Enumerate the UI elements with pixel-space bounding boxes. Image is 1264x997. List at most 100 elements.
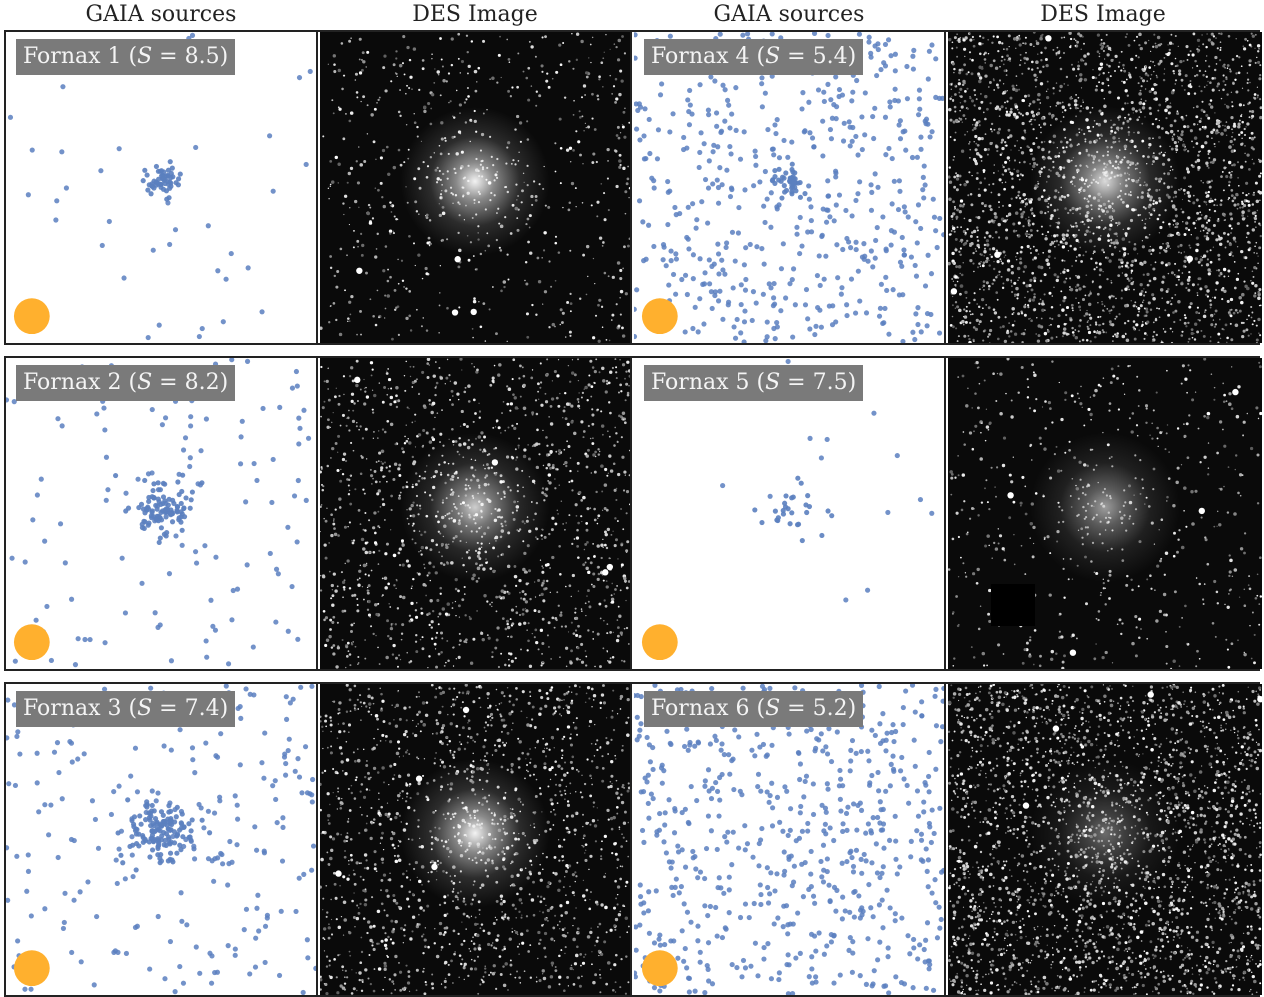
background-star <box>350 399 354 404</box>
background-star <box>598 954 600 957</box>
background-star <box>537 279 542 284</box>
gaia-source-point <box>913 219 919 225</box>
background-star <box>575 58 579 61</box>
background-star <box>590 777 593 779</box>
background-star <box>500 432 502 434</box>
background-star <box>495 938 499 942</box>
gaia-cluster-point <box>175 504 181 510</box>
background-star <box>584 858 588 863</box>
background-star <box>576 545 580 548</box>
background-star <box>398 473 402 477</box>
background-star <box>472 299 477 304</box>
background-star <box>578 490 582 495</box>
background-star <box>380 889 382 892</box>
background-star <box>408 86 411 90</box>
background-star <box>573 431 577 436</box>
background-star <box>341 87 344 91</box>
background-star <box>347 650 350 652</box>
background-star <box>603 834 607 839</box>
background-star <box>579 953 583 956</box>
background-star <box>586 541 589 544</box>
background-star <box>362 488 365 491</box>
background-star <box>358 71 363 75</box>
background-star <box>612 631 615 634</box>
background-star <box>418 923 421 926</box>
background-star <box>563 761 567 764</box>
background-star <box>514 929 516 932</box>
background-star <box>579 659 581 661</box>
background-star <box>571 359 574 361</box>
background-star <box>447 963 450 966</box>
background-star <box>396 740 401 744</box>
gaia-source-point <box>855 268 861 274</box>
gaia-source-point <box>197 970 203 976</box>
background-star <box>582 825 584 828</box>
background-star <box>475 370 479 374</box>
background-star <box>472 942 476 945</box>
background-star <box>422 890 425 893</box>
background-star <box>366 866 370 870</box>
background-star <box>436 598 440 602</box>
gaia-source-point <box>870 113 876 120</box>
background-star <box>508 711 512 716</box>
background-star <box>406 84 408 87</box>
gaia-source-point <box>844 312 850 319</box>
gaia-source-point <box>722 118 728 124</box>
background-star <box>353 797 357 800</box>
background-star <box>367 574 370 577</box>
background-star <box>497 665 501 669</box>
background-star <box>367 777 371 781</box>
background-star <box>373 107 377 111</box>
background-star <box>451 607 454 609</box>
background-star <box>367 710 370 713</box>
background-star <box>385 889 389 893</box>
gaia-source-point <box>927 134 933 140</box>
background-star <box>343 839 347 843</box>
cluster-star <box>473 816 476 819</box>
background-star <box>601 366 605 371</box>
background-star <box>405 287 408 290</box>
background-star <box>554 325 556 328</box>
background-star <box>557 924 559 926</box>
gaia-source-point <box>123 490 129 496</box>
background-star <box>508 658 510 661</box>
background-star <box>329 185 332 188</box>
background-star <box>572 983 576 986</box>
gaia-source-point <box>707 281 713 287</box>
background-star <box>320 975 322 979</box>
background-star <box>570 649 573 653</box>
background-star <box>354 79 357 81</box>
background-star <box>454 600 457 603</box>
background-star <box>391 831 396 836</box>
background-star <box>614 77 618 81</box>
gaia-source-point <box>761 261 767 267</box>
gaia-source-point <box>765 126 771 133</box>
gaia-source-point <box>223 276 229 282</box>
background-star <box>482 975 485 978</box>
background-star <box>606 177 610 180</box>
background-star <box>561 754 564 757</box>
background-star <box>479 686 483 689</box>
background-star <box>581 894 586 898</box>
cluster-star <box>496 492 500 495</box>
background-star <box>321 488 325 492</box>
background-star <box>525 758 527 760</box>
background-star <box>541 570 545 574</box>
gaia-source-point <box>102 640 108 646</box>
background-star <box>466 50 469 54</box>
gaia-source-point <box>868 54 874 60</box>
background-star <box>617 136 621 140</box>
background-star <box>482 980 485 984</box>
gaia-source-point <box>54 740 61 746</box>
gaia-source-point <box>768 190 774 196</box>
background-star <box>564 792 567 795</box>
background-star <box>592 585 596 589</box>
background-star <box>615 498 618 502</box>
background-star <box>383 386 387 389</box>
gaia-source-point <box>139 580 145 586</box>
background-star <box>559 573 562 576</box>
background-star <box>353 622 355 625</box>
background-star <box>365 705 368 708</box>
gaia-source-point <box>212 627 219 633</box>
background-star <box>466 86 470 90</box>
